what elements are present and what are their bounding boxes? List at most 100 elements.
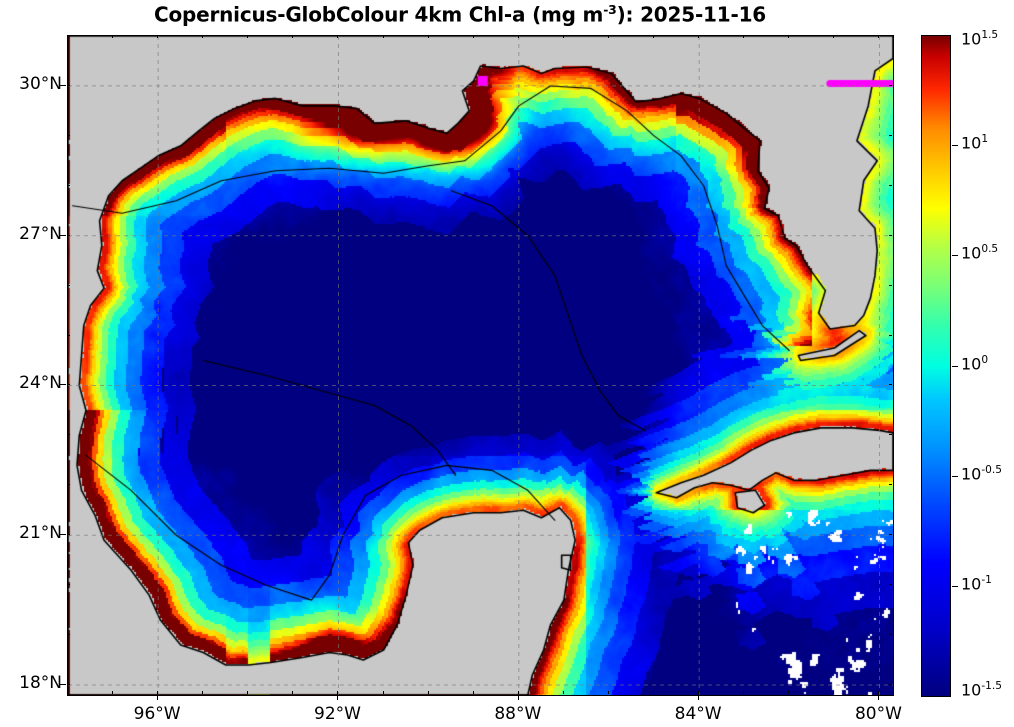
x-axis-tick bbox=[878, 694, 880, 700]
y-minor-tick bbox=[67, 284, 70, 286]
x-minor-tick bbox=[202, 35, 204, 38]
y-minor-tick bbox=[889, 684, 892, 685]
x-minor-tick bbox=[472, 691, 474, 694]
x-axis-tick bbox=[698, 694, 700, 700]
y-minor-tick bbox=[67, 334, 70, 336]
map-panel[interactable] bbox=[67, 35, 894, 696]
colorbar-tick-label: 100.5 bbox=[961, 243, 998, 262]
y-axis-tick-label: 21°N bbox=[19, 523, 62, 544]
x-minor-tick bbox=[653, 691, 655, 694]
x-axis-tick bbox=[337, 694, 339, 700]
colorbar-label-exponent: 0.5 bbox=[981, 243, 999, 255]
colorbar-label-base: 10 bbox=[961, 464, 982, 484]
x-minor-tick bbox=[517, 691, 519, 694]
x-minor-tick bbox=[427, 35, 429, 38]
x-minor-tick bbox=[698, 691, 700, 694]
y-axis-tick bbox=[60, 534, 66, 536]
x-minor-tick bbox=[202, 691, 204, 694]
y-minor-tick bbox=[889, 334, 892, 336]
colorbar-label-exponent: -0.5 bbox=[981, 464, 1002, 476]
x-minor-tick bbox=[788, 691, 790, 694]
y-minor-tick bbox=[889, 84, 892, 86]
y-minor-tick bbox=[67, 234, 70, 236]
y-minor-tick bbox=[889, 584, 892, 586]
y-axis-tick-label: 30°N bbox=[19, 73, 62, 94]
y-axis-tick bbox=[60, 234, 66, 236]
colorbar-gradient bbox=[922, 36, 950, 696]
x-minor-tick bbox=[157, 35, 159, 38]
colorbar-tick-label: 10-0.5 bbox=[961, 464, 1002, 483]
x-axis-tick bbox=[157, 694, 159, 700]
x-minor-tick bbox=[292, 35, 294, 38]
y-axis-tick bbox=[60, 684, 66, 685]
colorbar-label-base: 10 bbox=[961, 243, 982, 263]
y-minor-tick bbox=[889, 284, 892, 286]
y-axis-tick-label: 24°N bbox=[19, 373, 62, 394]
figure-title-main: Copernicus-GlobColour 4km Chl-a (mg m bbox=[153, 2, 604, 27]
y-minor-tick bbox=[889, 634, 892, 636]
x-axis-tick-label: 96°W bbox=[133, 704, 181, 724]
x-axis-tick-label: 80°W bbox=[854, 704, 902, 724]
colorbar-label-base: 10 bbox=[961, 574, 982, 594]
y-axis-tick bbox=[60, 84, 66, 86]
x-minor-tick bbox=[607, 691, 609, 694]
x-axis-tick-label: 88°W bbox=[494, 704, 542, 724]
x-minor-tick bbox=[337, 691, 339, 694]
x-minor-tick bbox=[157, 691, 159, 694]
x-minor-tick bbox=[562, 691, 564, 694]
y-minor-tick bbox=[889, 35, 892, 36]
figure-title-exponent: -3 bbox=[603, 2, 617, 17]
figure-title: Copernicus-GlobColour 4km Chl-a (mg m-3)… bbox=[0, 2, 920, 27]
y-minor-tick bbox=[67, 584, 70, 586]
colorbar-label-base: 10 bbox=[961, 680, 982, 700]
x-minor-tick bbox=[878, 691, 880, 694]
colorbar-label-base: 10 bbox=[961, 29, 982, 49]
colorbar-tick-label: 101.5 bbox=[961, 29, 998, 48]
x-minor-tick bbox=[382, 691, 384, 694]
x-axis-tick-label: 92°W bbox=[314, 704, 361, 724]
colorbar-tick-label: 101 bbox=[961, 133, 988, 152]
x-minor-tick bbox=[247, 691, 249, 694]
colorbar-tick bbox=[952, 476, 958, 477]
x-minor-tick bbox=[878, 35, 880, 38]
y-minor-tick bbox=[67, 184, 70, 186]
x-axis-tick-label: 84°W bbox=[674, 704, 722, 724]
colorbar-tick-label: 100 bbox=[961, 354, 988, 373]
colorbar[interactable] bbox=[921, 35, 951, 697]
y-minor-tick bbox=[67, 434, 70, 436]
x-minor-tick bbox=[247, 35, 249, 38]
x-minor-tick bbox=[653, 35, 655, 38]
colorbar-label-exponent: 1.5 bbox=[981, 29, 999, 41]
x-minor-tick bbox=[743, 691, 745, 694]
x-minor-tick bbox=[112, 35, 114, 38]
y-minor-tick bbox=[889, 134, 892, 136]
y-minor-tick bbox=[889, 484, 892, 486]
y-minor-tick bbox=[889, 384, 892, 386]
x-minor-tick bbox=[788, 35, 790, 38]
y-minor-tick bbox=[67, 384, 70, 386]
y-minor-tick bbox=[67, 634, 70, 636]
x-axis-tick bbox=[517, 694, 519, 700]
x-minor-tick bbox=[517, 35, 519, 38]
x-minor-tick bbox=[698, 35, 700, 38]
colorbar-tick bbox=[952, 366, 958, 367]
y-minor-tick bbox=[67, 684, 70, 685]
x-minor-tick bbox=[292, 691, 294, 694]
colorbar-label-exponent: 0 bbox=[981, 354, 989, 366]
x-minor-tick bbox=[833, 35, 835, 38]
y-minor-tick bbox=[67, 484, 70, 486]
x-minor-tick bbox=[562, 35, 564, 38]
x-minor-tick bbox=[67, 35, 68, 38]
y-minor-tick bbox=[889, 184, 892, 186]
y-minor-tick bbox=[67, 84, 70, 86]
colorbar-label-base: 10 bbox=[961, 354, 982, 374]
colorbar-label-exponent: -1 bbox=[981, 574, 992, 586]
figure-title-tail: ): 2025-11-16 bbox=[616, 2, 767, 27]
x-minor-tick bbox=[337, 35, 339, 38]
y-axis-tick-label: 18°N bbox=[19, 673, 62, 693]
colorbar-tick bbox=[952, 255, 958, 256]
y-minor-tick bbox=[889, 234, 892, 236]
x-minor-tick bbox=[833, 691, 835, 694]
colorbar-label-exponent: -1.5 bbox=[981, 680, 1002, 692]
